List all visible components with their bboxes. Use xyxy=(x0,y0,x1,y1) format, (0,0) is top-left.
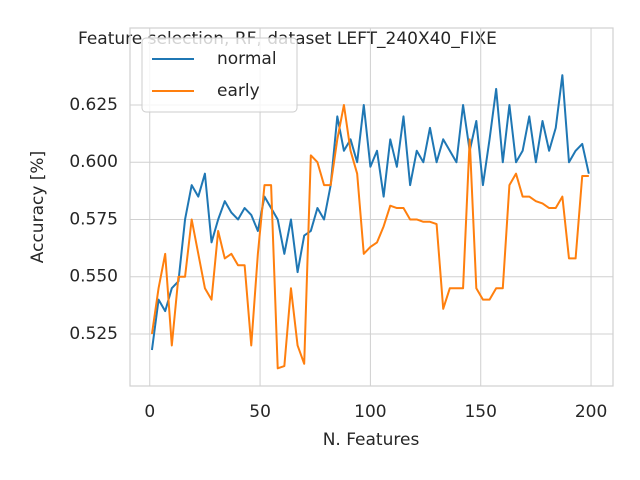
x-tick-label: 200 xyxy=(575,402,607,422)
x-tick-label: 50 xyxy=(249,402,271,422)
legend-box xyxy=(141,37,298,113)
y-tick-label: 0.625 xyxy=(69,95,118,115)
data-line xyxy=(150,103,589,370)
x-tick-label: 100 xyxy=(354,402,386,422)
y-tick-label: 0.550 xyxy=(69,267,118,287)
y-tick-label: 0.525 xyxy=(69,324,118,344)
x-tick-label: 0 xyxy=(144,402,155,422)
data-line xyxy=(150,74,590,351)
plot-frame xyxy=(129,27,614,387)
y-axis-label: Accuracy [%] xyxy=(28,151,48,263)
y-tick-label: 0.575 xyxy=(69,209,118,229)
legend-label: normal xyxy=(217,49,277,69)
x-tick-label: 150 xyxy=(464,402,496,422)
legend-label: early xyxy=(217,81,260,101)
x-axis-label: N. Features xyxy=(323,430,420,450)
y-tick-label: 0.600 xyxy=(69,152,118,172)
legend: normal early xyxy=(141,37,298,113)
